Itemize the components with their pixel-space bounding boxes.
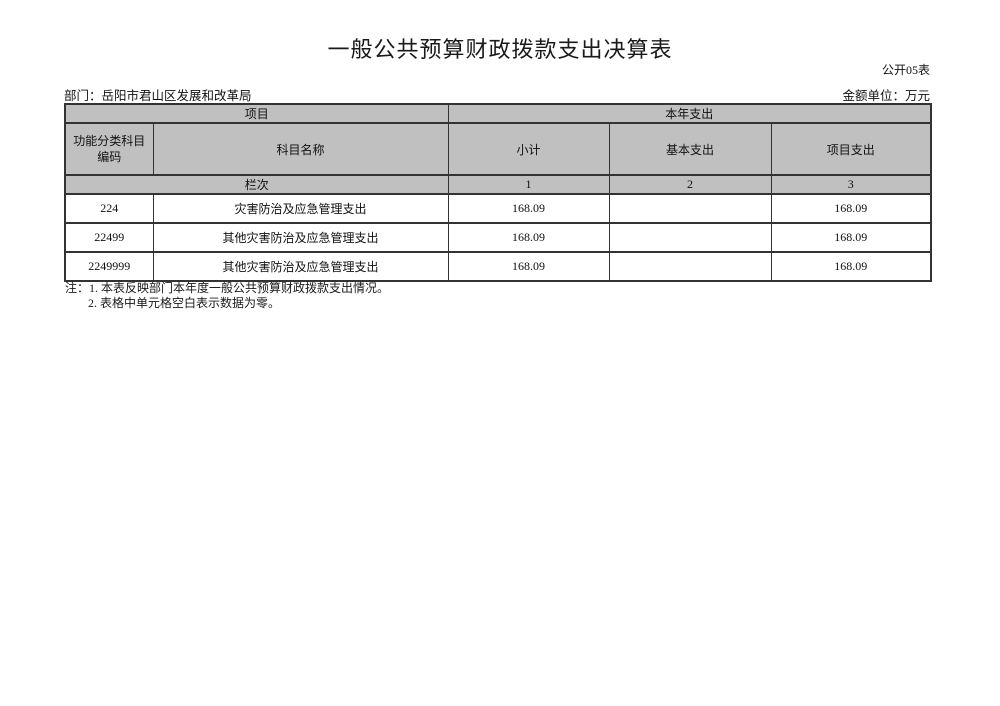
cell-subtotal: 168.09 <box>447 193 610 224</box>
table-group-header-row: 项目 本年支出 <box>64 103 932 124</box>
column-header-name: 科目名称 <box>152 122 449 176</box>
cell-project: 168.09 <box>770 193 932 224</box>
cell-subtotal: 168.09 <box>447 251 610 282</box>
table-row: 2249999 其他灾害防治及应急管理支出 168.09 168.09 <box>64 251 932 282</box>
column-header-project: 项目支出 <box>770 122 932 176</box>
cell-subtotal: 168.09 <box>447 222 610 253</box>
cell-name: 其他灾害防治及应急管理支出 <box>152 222 449 253</box>
cell-basic <box>608 222 772 253</box>
footnote-line: 2. 表格中单元格空白表示数据为零。 <box>88 296 281 310</box>
table-row: 224 灾害防治及应急管理支出 168.09 168.09 <box>64 193 932 224</box>
cell-code: 224 <box>64 193 154 224</box>
column-header-code: 功能分类科目 编码 <box>64 122 154 176</box>
lane-label: 栏次 <box>64 174 449 195</box>
page-title: 一般公共预算财政拨款支出决算表 <box>327 37 673 62</box>
table-code-label: 公开05表 <box>881 63 930 77</box>
cell-name: 其他灾害防治及应急管理支出 <box>152 251 449 282</box>
lane-number-3: 3 <box>770 174 932 195</box>
cell-code: 22499 <box>64 222 154 253</box>
cell-code: 2249999 <box>64 251 154 282</box>
lane-number-1: 1 <box>447 174 610 195</box>
cell-name: 灾害防治及应急管理支出 <box>152 193 449 224</box>
cell-basic <box>608 193 772 224</box>
footnotes: 注：1. 本表反映部门本年度一般公共预算财政拨款支出情况。 2. 表格中单元格空… <box>65 281 389 311</box>
cell-project: 168.09 <box>770 222 932 253</box>
column-header-basic: 基本支出 <box>608 122 772 176</box>
department-label: 部门：岳阳市君山区发展和改革局 <box>64 89 252 103</box>
unit-label: 金额单位：万元 <box>842 89 930 103</box>
table-row: 22499 其他灾害防治及应急管理支出 168.09 168.09 <box>64 222 932 253</box>
column-header-subtotal: 小计 <box>447 122 610 176</box>
group-header-project: 项目 <box>64 103 449 124</box>
group-header-current-year: 本年支出 <box>447 103 932 124</box>
table-lane-row: 栏次 1 2 3 <box>64 174 932 195</box>
expenditure-table: 项目 本年支出 功能分类科目 编码 科目名称 小计 基本支出 项目支出 栏次 1… <box>64 103 933 282</box>
table-column-header-row: 功能分类科目 编码 科目名称 小计 基本支出 项目支出 <box>64 122 932 176</box>
cell-basic <box>608 251 772 282</box>
footnote-line: 注：1. 本表反映部门本年度一般公共预算财政拨款支出情况。 <box>65 281 390 295</box>
meta-row: 部门：岳阳市君山区发展和改革局 金额单位：万元 <box>64 85 930 104</box>
lane-number-2: 2 <box>608 174 772 195</box>
cell-project: 168.09 <box>770 251 932 282</box>
